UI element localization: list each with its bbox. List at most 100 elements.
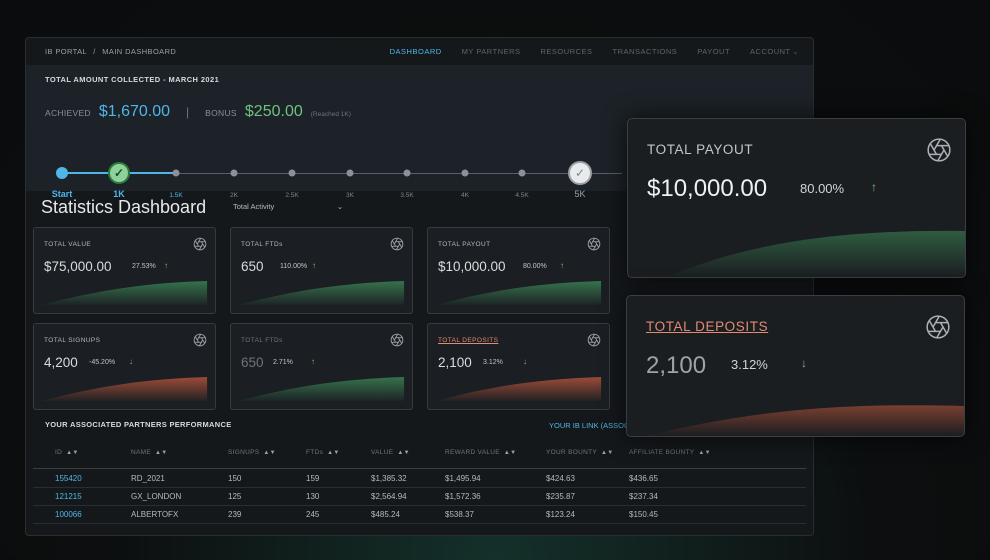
column-header[interactable]: YOUR BOUNTY ▲▼ (546, 449, 613, 456)
aperture-icon (390, 237, 404, 251)
stat-card-sparkline (41, 281, 208, 305)
table-cell: 245 (306, 510, 320, 519)
bonus-value: $250.00 (244, 103, 303, 120)
column-header[interactable]: NAME ▲▼ (131, 449, 167, 456)
arrow-up-icon: ↑ (311, 357, 315, 366)
table-cell: $1,385.32 (371, 474, 407, 483)
table-row[interactable]: 155420 RD_2021 150 159 $1,385.32 $1,495.94 $42… (26, 471, 813, 489)
bonus-label: BONUS (205, 108, 237, 118)
column-header[interactable]: AFFILIATE BOUNTY ▲▼ (629, 449, 711, 456)
milestone-check-icon: ✓ (568, 161, 592, 185)
milestone-label: 5K (574, 189, 586, 199)
column-header[interactable]: FTDs ▲▼ (306, 449, 340, 456)
stat-card-title: TOTAL PAYOUT (438, 241, 491, 248)
payout-popout-card[interactable]: TOTAL PAYOUT $10,000.00 80.00% ↑ (627, 118, 966, 278)
column-header[interactable]: SIGNUPS ▲▼ (228, 449, 276, 456)
stat-card[interactable]: TOTAL VALUE $75,000.00 27.53% ↑ (33, 227, 216, 314)
nav-account[interactable]: ACCOUNT ⌄ (750, 47, 799, 56)
milestone-dot (288, 169, 296, 177)
table-row[interactable]: 121215 GX_LONDON 125 130 $2,564.94 $1,572.36 $… (26, 489, 813, 507)
table-cell: 159 (306, 474, 320, 483)
stat-card-percent: 3.12% (483, 359, 503, 366)
stat-card-sparkline (238, 377, 405, 401)
popout-title: TOTAL PAYOUT (647, 142, 754, 157)
milestone-dot (230, 169, 238, 177)
nav-resources[interactable]: RESOURCES (540, 47, 593, 56)
column-header[interactable]: ID ▲▼ (55, 449, 79, 456)
arrow-up-icon: ↑ (164, 261, 168, 270)
stat-card[interactable]: TOTAL DEPOSITS 2,100 3.12% ↓ (427, 323, 610, 410)
milestone-label: 3.5K (400, 192, 414, 199)
stat-card-value: 2,100 (438, 355, 472, 370)
stat-card[interactable]: TOTAL FTDs 650 110.00% ↑ (230, 227, 413, 314)
top-bar: IB PORTAL / MAIN DASHBOARD DASHBOARD MY … (26, 38, 813, 64)
table-cell: $237.34 (629, 492, 658, 501)
partners-title: YOUR ASSOCIATED PARTNERS PERFORMANCE (45, 420, 232, 429)
arrow-up-icon: ↑ (560, 261, 564, 270)
popout-value: $10,000.00 (647, 175, 768, 202)
ib-link[interactable]: YOUR IB LINK (ASSOC (549, 421, 630, 430)
achieved-label: ACHIEVED (45, 108, 91, 118)
achieved-value: $1,670.00 (98, 103, 171, 120)
milestone-dot (403, 169, 411, 177)
column-header[interactable]: VALUE ▲▼ (371, 449, 410, 456)
aperture-icon (927, 138, 951, 162)
table-cell: 130 (306, 492, 320, 501)
aperture-icon (390, 333, 404, 347)
table-divider (33, 468, 806, 469)
popout-title-link[interactable]: TOTAL DEPOSITS (646, 319, 769, 334)
partner-id-link[interactable]: 155420 (55, 474, 82, 483)
breadcrumb: IB PORTAL / MAIN DASHBOARD (45, 47, 176, 56)
arrow-down-icon: ↓ (129, 357, 133, 366)
chevron-down-icon: ⌄ (792, 49, 799, 56)
sort-icon: ▲▼ (66, 450, 79, 456)
activity-select[interactable]: Total Activity ⌄ (233, 202, 343, 211)
milestone-check-icon: ✓ (108, 162, 130, 184)
deposits-sparkline (646, 405, 964, 436)
column-header[interactable]: REWARD VALUE ▲▼ (445, 449, 516, 456)
table-divider (33, 505, 806, 506)
table-cell: $1,572.36 (445, 492, 481, 501)
arrow-up-icon: ↑ (312, 261, 316, 270)
table-cell: 239 (228, 510, 242, 519)
popout-percent: 3.12% (731, 357, 768, 372)
nav-transactions[interactable]: TRANSACTIONS (612, 47, 678, 56)
partner-id-link[interactable]: 121215 (55, 492, 82, 501)
stat-card[interactable]: TOTAL SIGNUPS 4,200 -45.20% ↓ (33, 323, 216, 410)
milestone-label: 4K (461, 192, 469, 199)
stat-card-title: TOTAL FTDs (241, 337, 283, 344)
milestone-dot (172, 169, 180, 177)
partner-id-link[interactable]: 100066 (55, 510, 82, 519)
stat-card-title[interactable]: TOTAL DEPOSITS (438, 337, 499, 344)
popout-value: 2,100 (646, 352, 707, 379)
aperture-icon (926, 315, 950, 339)
stat-card-value: 650 (241, 259, 264, 274)
table-cell: $485.24 (371, 510, 400, 519)
column-header-label: ID (55, 449, 63, 456)
chevron-down-icon: ⌄ (336, 202, 343, 211)
nav-payout[interactable]: PAYOUT (697, 47, 731, 56)
milestone-label: 3K (346, 192, 354, 199)
table-row[interactable]: 100066 ALBERTOFX 239 245 $485.24 $538.37 $123.… (26, 507, 813, 525)
breadcrumb-current: MAIN DASHBOARD (102, 47, 177, 56)
table-divider (33, 523, 806, 524)
nav-dashboard[interactable]: DASHBOARD (389, 47, 442, 56)
stat-card-value: $10,000.00 (438, 259, 506, 274)
table-cell: $538.37 (445, 510, 474, 519)
stat-card[interactable]: TOTAL PAYOUT $10,000.00 80.00% ↑ (427, 227, 610, 314)
stat-card-value: 4,200 (44, 355, 78, 370)
nav-my-partners[interactable]: MY PARTNERS (461, 47, 521, 56)
milestone-dot (346, 169, 354, 177)
breadcrumb-root[interactable]: IB PORTAL (45, 47, 87, 56)
table-cell: $150.45 (629, 510, 658, 519)
sort-icon: ▲▼ (154, 450, 168, 456)
stat-card-title: TOTAL VALUE (44, 241, 92, 248)
milestone-label: 1K (113, 189, 125, 199)
stat-card[interactable]: TOTAL FTDs 650 2.71% ↑ (230, 323, 413, 410)
deposits-popout-card[interactable]: TOTAL DEPOSITS 2,100 3.12% ↓ (626, 295, 965, 437)
aperture-icon (587, 333, 601, 347)
table-cell: $424.63 (546, 474, 575, 483)
arrow-down-icon: ↓ (523, 357, 527, 366)
stat-card-sparkline (41, 377, 208, 401)
stat-card-sparkline (435, 281, 602, 305)
